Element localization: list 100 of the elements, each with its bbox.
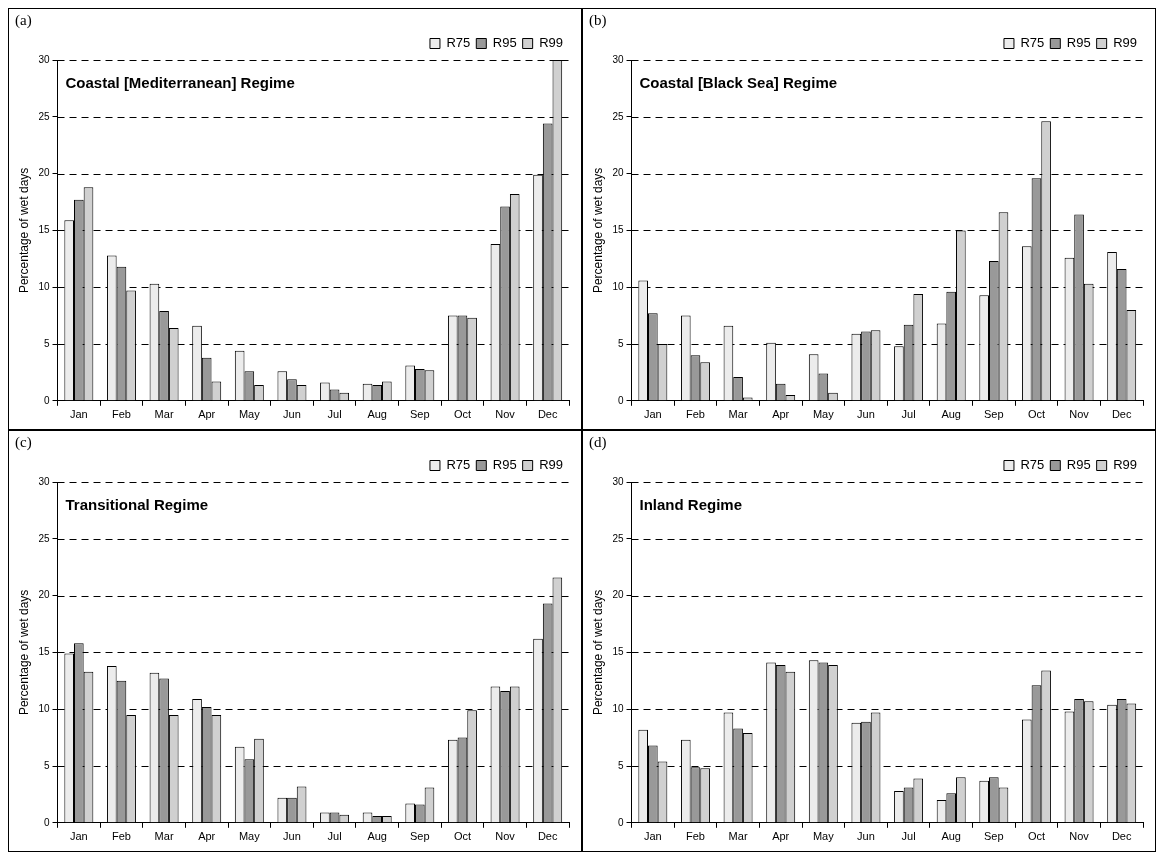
x-tick-label: Apr [198,830,216,843]
y-tick-label: 20 [612,167,624,179]
x-tick-label: Sep [984,408,1004,421]
x-tick-label: Jan [643,408,662,421]
legend-label: R75 [1020,35,1045,51]
legend-label: R99 [1113,457,1138,473]
x-tick-label: May [812,408,835,421]
y-axis-title: Percentage of wet days [16,589,31,716]
x-tick-label: Jun [857,830,875,843]
x-tick-label: Aug [941,830,961,843]
y-tick-label: 15 [612,646,624,658]
y-tick-label: 25 [38,532,50,544]
legend-label: R99 [539,35,564,51]
x-tick-label: Jul [901,830,916,843]
x-tick-label: Feb [111,830,131,843]
x-tick-label: Jun [283,830,301,843]
x-tick-label: Sep [984,830,1004,843]
x-tick-label: Dec [1111,408,1132,421]
x-tick-label: Mar [728,408,748,421]
y-tick-label: 15 [612,224,624,236]
x-tick-label: Nov [1069,830,1090,843]
text: (d) [589,434,607,451]
text: (b) [589,12,607,29]
x-tick-label: Nov [1069,408,1090,421]
text: Coastal [Mediterranean] Regime [65,74,295,92]
legend-label: R95 [1066,457,1091,473]
y-axis-title: Percentage of wet days [590,589,605,716]
y-tick-label: 0 [43,394,50,406]
x-tick-label: Apr [772,408,790,421]
x-tick-label: Nov [495,408,516,421]
y-tick-label: 20 [612,589,624,601]
x-tick-label: Dec [1111,830,1132,843]
y-tick-label: 10 [38,702,50,714]
x-tick-label: May [238,830,261,843]
legend-label: R95 [1066,35,1091,51]
y-tick-label: 10 [38,280,50,292]
legend-label: R99 [1113,35,1138,51]
x-tick-label: Feb [685,408,705,421]
x-tick-label: Jul [327,830,342,843]
y-tick-label: 5 [43,759,50,771]
y-tick-label: 5 [43,337,50,349]
y-tick-label: 30 [612,475,624,487]
y-tick-label: 30 [38,53,50,65]
y-axis-title: Percentage of wet days [590,167,605,294]
x-tick-label: Nov [495,830,516,843]
y-tick-label: 30 [612,53,624,65]
x-tick-label: Jun [283,408,301,421]
y-tick-label: 15 [38,646,50,658]
x-tick-label: Jan [69,830,88,843]
x-tick-label: Aug [367,408,387,421]
x-tick-label: Jan [643,830,662,843]
x-tick-label: Aug [367,830,387,843]
y-tick-label: 20 [38,589,50,601]
y-tick-label: 25 [612,110,624,122]
y-tick-label: 0 [43,816,50,828]
legend-label: R95 [492,35,517,51]
x-tick-label: Jun [857,408,875,421]
text: (a) [15,12,32,29]
y-tick-label: 25 [612,532,624,544]
x-tick-label: Dec [537,830,558,843]
x-tick-label: Apr [772,830,790,843]
x-tick-label: Mar [728,830,748,843]
y-tick-label: 0 [617,394,624,406]
y-axis-title: Percentage of wet days [16,167,31,294]
legend-label: R75 [446,457,471,473]
x-tick-label: Sep [410,408,430,421]
x-tick-label: Jul [901,408,916,421]
x-tick-label: Feb [685,830,705,843]
legend-label: R99 [539,457,564,473]
x-tick-label: Jan [69,408,88,421]
x-tick-label: Oct [453,830,471,843]
x-tick-label: Mar [154,408,174,421]
y-tick-label: 10 [612,280,624,292]
x-tick-label: May [812,830,835,843]
legend-label: R75 [1020,457,1045,473]
x-tick-label: Jul [327,408,342,421]
y-tick-label: 5 [617,337,624,349]
x-tick-label: May [238,408,261,421]
text: Coastal [Black Sea] Regime [639,74,838,92]
text: Inland Regime [639,496,743,514]
legend-label: R95 [492,457,517,473]
x-tick-label: Aug [941,408,961,421]
y-tick-label: 5 [617,759,624,771]
text: Transitional Regime [65,496,209,514]
x-tick-label: Dec [537,408,558,421]
x-tick-label: Oct [1027,408,1045,421]
y-tick-label: 10 [612,702,624,714]
y-tick-label: 25 [38,110,50,122]
x-tick-label: Oct [1027,830,1045,843]
y-tick-label: 20 [38,167,50,179]
x-tick-label: Oct [453,408,471,421]
text: (c) [15,434,32,451]
x-tick-label: Sep [410,830,430,843]
y-tick-label: 0 [617,816,624,828]
x-tick-label: Feb [111,408,131,421]
y-tick-label: 15 [38,224,50,236]
legend-label: R75 [446,35,471,51]
x-tick-label: Mar [154,830,174,843]
y-tick-label: 30 [38,475,50,487]
x-tick-label: Apr [198,408,216,421]
